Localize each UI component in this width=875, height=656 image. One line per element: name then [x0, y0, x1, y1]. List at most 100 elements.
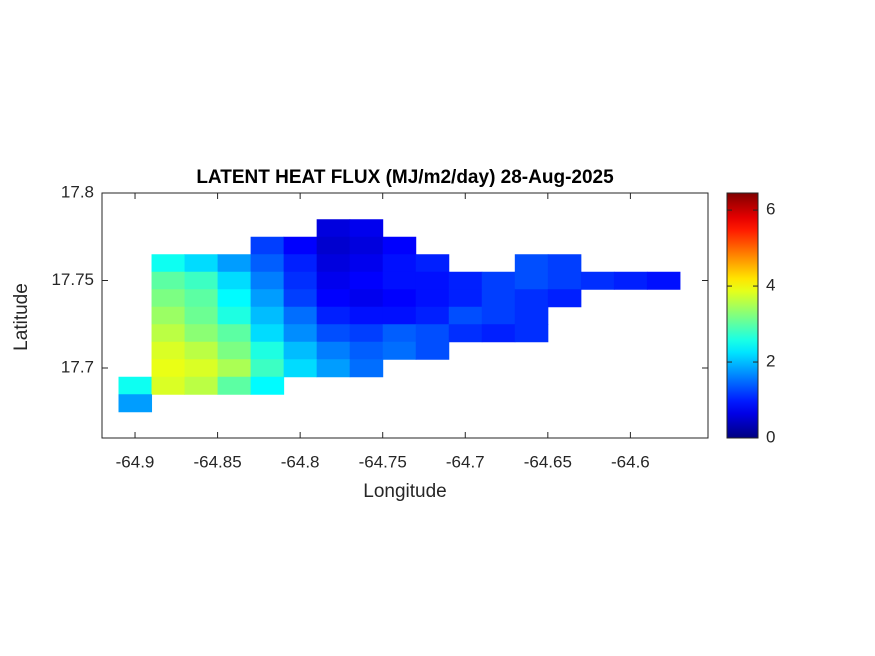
heat-cell	[448, 324, 483, 343]
heat-cell	[415, 324, 450, 343]
heat-cell	[217, 341, 252, 360]
heat-cell	[382, 236, 417, 255]
heat-cell	[316, 254, 351, 273]
heat-cell	[184, 324, 219, 343]
heat-cell	[217, 324, 252, 343]
heat-cell	[250, 271, 285, 290]
heat-cell	[151, 359, 186, 378]
colorbar-tick-label: 6	[766, 200, 775, 219]
heat-cell	[349, 306, 384, 325]
heat-cell	[283, 236, 318, 255]
heat-cell	[415, 289, 450, 308]
y-tick-label: 17.75	[51, 270, 94, 289]
x-tick-label: -64.65	[524, 452, 572, 471]
heat-cell	[283, 341, 318, 360]
heat-cell	[151, 306, 186, 325]
x-tick-label: -64.9	[116, 452, 155, 471]
heat-cell	[151, 324, 186, 343]
heat-cell	[349, 254, 384, 273]
heat-cell	[415, 306, 450, 325]
heat-cell	[250, 289, 285, 308]
heat-cell	[382, 341, 417, 360]
heat-cell	[217, 289, 252, 308]
heat-cell	[250, 376, 285, 395]
x-axis-label: Longitude	[363, 481, 446, 502]
heat-cell	[481, 271, 516, 290]
heat-cell	[349, 219, 384, 238]
chart-title: LATENT HEAT FLUX (MJ/m2/day) 28-Aug-2025	[196, 167, 614, 188]
heat-cell	[415, 341, 450, 360]
heat-cell	[217, 376, 252, 395]
heat-cell	[250, 306, 285, 325]
heat-cell	[250, 359, 285, 378]
y-tick-label: 17.8	[61, 182, 94, 201]
heat-cell	[151, 289, 186, 308]
heat-cell	[349, 341, 384, 360]
heat-cell	[250, 324, 285, 343]
heat-cell	[217, 306, 252, 325]
heat-cell	[283, 359, 318, 378]
heat-cell	[316, 306, 351, 325]
heat-cell	[349, 236, 384, 255]
axes-frame	[101, 192, 709, 439]
heat-cell	[184, 306, 219, 325]
heat-cell	[118, 376, 153, 395]
heat-cell	[151, 341, 186, 360]
heat-cell	[217, 254, 252, 273]
colorbar-tick-label: 0	[766, 427, 775, 446]
heat-cell	[316, 271, 351, 290]
heat-cell	[349, 271, 384, 290]
heat-cell	[283, 271, 318, 290]
heat-cell	[283, 306, 318, 325]
heat-cell	[382, 271, 417, 290]
heat-cell	[316, 236, 351, 255]
colorbar	[727, 193, 758, 438]
heat-cell	[382, 254, 417, 273]
heat-cell	[646, 271, 681, 290]
heat-cell	[514, 324, 549, 343]
heat-cell	[250, 254, 285, 273]
colorbar-tick-label: 2	[766, 352, 775, 371]
heat-cell	[514, 289, 549, 308]
heat-cell	[448, 271, 483, 290]
heat-cell	[514, 271, 549, 290]
colorbar-tick-label: 4	[766, 276, 775, 295]
heat-cell	[283, 289, 318, 308]
heat-cell	[415, 254, 450, 273]
heat-cell	[316, 289, 351, 308]
heat-cell	[184, 289, 219, 308]
heat-cell	[151, 254, 186, 273]
heat-cell	[349, 359, 384, 378]
heat-cell	[514, 306, 549, 325]
heat-cell	[481, 324, 516, 343]
heat-cell	[415, 271, 450, 290]
heat-cell	[250, 236, 285, 255]
heat-cell	[316, 341, 351, 360]
heat-cell	[151, 376, 186, 395]
heat-cell	[151, 271, 186, 290]
heat-cell	[349, 289, 384, 308]
heat-cell	[316, 219, 351, 238]
heat-cell	[184, 271, 219, 290]
heat-cell	[547, 271, 582, 290]
heat-cell	[118, 394, 153, 413]
heat-cell	[382, 289, 417, 308]
y-tick-label: 17.7	[61, 357, 94, 376]
heat-cell	[184, 359, 219, 378]
heat-cell	[580, 271, 615, 290]
heat-cell	[382, 324, 417, 343]
heat-cell	[217, 271, 252, 290]
heat-cell	[184, 376, 219, 395]
heat-cell	[349, 324, 384, 343]
heat-cell	[547, 254, 582, 273]
x-tick-label: -64.85	[193, 452, 241, 471]
heat-cell	[382, 306, 417, 325]
heatmap-cells	[118, 219, 681, 413]
colorbar-frame	[726, 192, 759, 439]
heat-cell	[283, 254, 318, 273]
heat-cell	[448, 306, 483, 325]
heat-cell	[250, 341, 285, 360]
x-tick-label: -64.8	[281, 452, 320, 471]
heat-cell	[613, 271, 648, 290]
